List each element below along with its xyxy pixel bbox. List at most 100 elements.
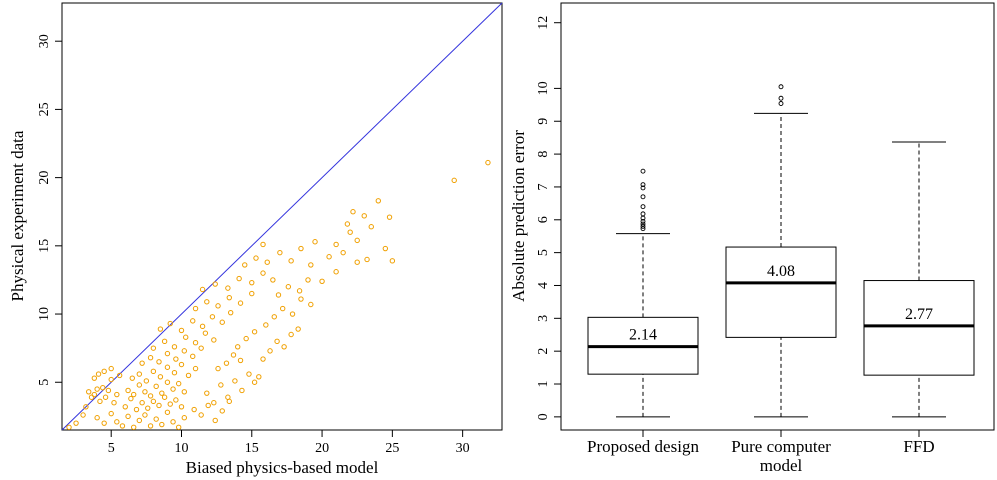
- scatter-point: [173, 397, 179, 403]
- scatter-point: [333, 269, 339, 275]
- scatter-point: [128, 395, 134, 402]
- boxplot-y-tick-label: 2: [536, 348, 551, 355]
- scatter-y-tick-label: 30: [37, 34, 52, 48]
- scatter-point: [133, 406, 140, 413]
- scatter-point: [170, 386, 176, 392]
- scatter-point: [215, 303, 221, 309]
- scatter-point: [205, 402, 211, 409]
- scatter-point: [91, 391, 98, 398]
- scatter-points: [66, 159, 491, 430]
- scatter-point: [119, 423, 126, 429]
- scatter-point: [143, 378, 150, 384]
- scatter-point: [340, 249, 346, 256]
- scatter-point: [319, 278, 325, 285]
- scatter-point: [145, 405, 151, 411]
- scatter-point: [173, 356, 179, 362]
- outlier-point: [640, 218, 646, 224]
- scatter-x-tick-label: 20: [315, 441, 329, 456]
- scatter-point: [344, 221, 351, 227]
- scatter-point: [191, 406, 197, 413]
- interquartile-box: [725, 246, 837, 338]
- scatter-panel: 5 10 15 20 25 30 5 10 15 20 25 30 Biased physics-b…: [8, 2, 503, 477]
- scatter-x-axis: 5 10 15 20 25 30: [108, 430, 470, 456]
- scatter-point: [267, 348, 273, 354]
- scatter-point: [136, 382, 143, 388]
- scatter-point: [249, 279, 255, 286]
- scatter-point: [157, 374, 164, 380]
- boxplot-y-tick-label: 6: [536, 216, 551, 223]
- scatter-point: [270, 277, 276, 283]
- scatter-point: [333, 241, 339, 248]
- scatter-point: [192, 339, 199, 346]
- scatter-point: [347, 229, 353, 235]
- scatter-point: [88, 394, 95, 400]
- scatter-point: [308, 301, 314, 308]
- scatter-point: [192, 305, 199, 312]
- boxplot-box-group: 2.77: [863, 141, 975, 418]
- scatter-point: [159, 421, 165, 428]
- scatter-point: [161, 394, 168, 400]
- scatter-point: [271, 314, 277, 320]
- scatter-point: [175, 380, 182, 387]
- scatter-point: [209, 314, 216, 320]
- scatter-point: [243, 335, 249, 342]
- scatter-point: [86, 389, 92, 395]
- scatter-point: [308, 262, 314, 268]
- outlier-point: [778, 101, 784, 106]
- scatter-point: [386, 214, 393, 220]
- scatter-point: [156, 359, 162, 365]
- scatter-point: [91, 375, 98, 381]
- scatter-point: [114, 391, 120, 398]
- scatter-point: [239, 387, 245, 394]
- scatter-point: [218, 382, 224, 388]
- scatter-point: [66, 424, 72, 430]
- scatter-point: [157, 326, 164, 332]
- scatter-point: [225, 285, 231, 291]
- scatter-point: [116, 372, 123, 379]
- scatter-point: [204, 390, 210, 396]
- scatter-y-axis-label: Physical experiment data: [8, 130, 27, 301]
- scatter-point: [150, 398, 157, 405]
- scatter-point: [108, 410, 114, 417]
- scatter-point: [204, 299, 210, 305]
- scatter-point: [246, 371, 252, 377]
- scatter-point: [142, 412, 148, 418]
- scatter-point: [136, 371, 143, 377]
- scatter-point: [130, 391, 137, 398]
- scatter-point: [199, 323, 206, 330]
- boxplot-y-axis-label: Absolute prediction error: [509, 130, 528, 302]
- outlier-point: [640, 185, 646, 191]
- scatter-point: [382, 245, 389, 252]
- scatter-point: [108, 376, 114, 383]
- boxplot-y-tick-label: 10: [536, 81, 551, 95]
- scatter-point: [368, 224, 374, 230]
- scatter-point: [364, 256, 370, 263]
- outlier-point: [640, 211, 646, 217]
- scatter-x-tick-label: 10: [174, 441, 188, 456]
- scatter-point: [178, 327, 185, 334]
- scatter-point: [232, 378, 238, 384]
- boxplot-y-tick-label: 4: [536, 282, 551, 289]
- scatter-point: [100, 385, 106, 391]
- scatter-point: [226, 294, 232, 301]
- scatter-point: [171, 344, 178, 350]
- boxplot-category-label: FFD: [903, 437, 934, 456]
- boxplot-box-group: 4.08: [725, 84, 837, 418]
- scatter-point: [129, 375, 135, 381]
- scatter-point: [83, 404, 89, 410]
- scatter-point: [296, 288, 303, 294]
- scatter-point: [298, 245, 304, 252]
- scatter-y-tick-label: 5: [37, 379, 52, 386]
- scatter-point: [80, 412, 86, 418]
- scatter-y-tick-label: 25: [37, 102, 52, 116]
- scatter-point: [95, 371, 102, 377]
- scatter-point: [185, 372, 192, 379]
- scatter-point: [295, 326, 301, 332]
- scatter-point: [227, 309, 234, 316]
- scatter-point: [167, 320, 173, 327]
- scatter-x-axis-label: Biased physics-based model: [186, 458, 379, 477]
- scatter-point: [198, 345, 204, 351]
- median-value-label: 2.14: [629, 327, 657, 344]
- scatter-point: [156, 402, 162, 409]
- scatter-point: [389, 258, 396, 264]
